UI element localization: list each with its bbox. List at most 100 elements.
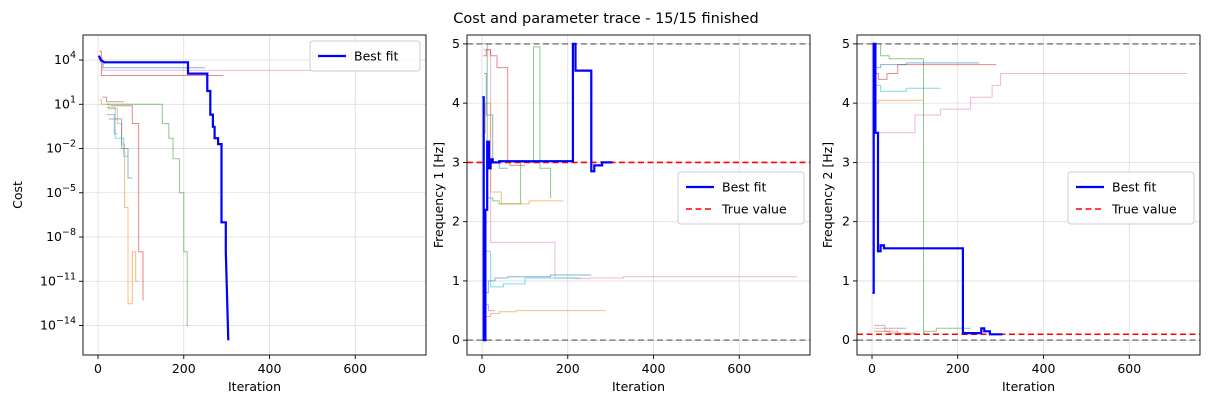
trace-line-6 (110, 105, 144, 301)
trace-line-8 (874, 324, 907, 329)
x-tick: 0 (868, 355, 876, 376)
y-tick: 10−2 (46, 139, 83, 156)
trace-line-10 (102, 96, 124, 103)
y-tick-label: 101 (54, 94, 76, 111)
trace-line-4 (483, 102, 564, 205)
best-fit-line (97, 55, 230, 341)
y-tick-label: 5 (842, 36, 850, 51)
y-tick: 0 (842, 332, 857, 347)
y-tick-label: 0 (842, 332, 850, 347)
x-tick-label: 400 (642, 361, 666, 376)
plot-area (467, 42, 810, 342)
trace-line-5 (106, 103, 188, 326)
figure-title: Cost and parameter trace - 15/15 finishe… (453, 11, 758, 27)
trace-line-8 (484, 73, 508, 169)
frequency-1-chart: 0 200 400 600 0 1 2 3 4 5 Iteration Frequency 1 [Hz… (431, 34, 811, 394)
trace-line-2 (483, 43, 552, 205)
trace-line-3 (873, 64, 997, 80)
trace-line-2 (873, 43, 971, 335)
x-tick-label: 600 (1117, 361, 1141, 376)
x-tick-label: 200 (946, 361, 970, 376)
x-tick: 600 (343, 355, 367, 376)
legend-box (309, 40, 421, 72)
legend: Best fit True value (1067, 171, 1195, 225)
y-tick-label: 5 (452, 36, 460, 51)
y-tick-label: 10−2 (46, 139, 76, 156)
x-tick-label: 0 (94, 361, 102, 376)
y-tick: 10−5 (46, 183, 83, 200)
x-tick-label: 0 (478, 361, 486, 376)
y-tick: 0 (452, 332, 467, 347)
y-axis-label: Cost (10, 181, 25, 209)
legend-label: Best fit (1112, 180, 1157, 195)
trace-line-9 (874, 330, 915, 334)
y-axis-label: Frequency 1 [Hz] (431, 142, 446, 248)
y-tick: 4 (452, 95, 467, 110)
x-tick: 400 (1032, 355, 1056, 376)
y-tick-label: 104 (54, 50, 76, 67)
trace-line-9 (106, 114, 118, 135)
x-axis-label: Iteration (228, 379, 281, 394)
plot-area (97, 50, 414, 341)
cost-chart: 0 200 400 600 104 101 10−2 10−5 10−8 10−11 10−14 It… (10, 34, 427, 394)
legend-label: True value (1111, 202, 1177, 217)
x-tick: 200 (172, 355, 196, 376)
legend: Best fit True value (677, 171, 805, 225)
y-tick: 101 (54, 94, 83, 111)
best-fit-line (872, 42, 1003, 336)
legend-label: Best fit (354, 49, 399, 64)
trace-line-6 (873, 62, 980, 69)
x-tick: 600 (727, 355, 751, 376)
x-tick: 0 (94, 355, 102, 376)
legend-label: True value (721, 202, 787, 217)
trace-line-7 (484, 250, 581, 288)
y-axis-label: Frequency 2 [Hz] (820, 142, 835, 248)
y-tick: 10−11 (40, 271, 83, 288)
legend-label: Best fit (722, 180, 767, 195)
y-tick: 5 (452, 36, 467, 51)
y-tick: 104 (54, 50, 83, 67)
x-tick-label: 400 (258, 361, 282, 376)
y-tick-label: 10−5 (46, 183, 76, 200)
y-tick-label: 3 (452, 154, 460, 169)
y-tick-label: 3 (842, 154, 850, 169)
y-tick-label: 10−11 (40, 271, 76, 288)
plot-area (857, 42, 1200, 341)
y-tick-label: 2 (842, 214, 850, 229)
trace-line-1 (873, 73, 1188, 134)
y-tick-label: 1 (452, 273, 460, 288)
x-tick: 200 (946, 355, 970, 376)
trace-line-4 (873, 99, 924, 104)
y-tick: 2 (452, 214, 467, 229)
x-tick: 600 (1117, 355, 1141, 376)
trace-line-8 (106, 107, 128, 157)
y-tick-label: 2 (452, 214, 460, 229)
x-axis-label: Iteration (1002, 379, 1055, 394)
y-tick: 3 (452, 154, 467, 169)
x-tick: 200 (556, 355, 580, 376)
y-tick-label: 4 (452, 95, 460, 110)
trace-line-1 (483, 49, 798, 280)
y-tick: 3 (842, 154, 857, 169)
y-tick: 4 (842, 95, 857, 110)
y-tick-label: 10−14 (40, 316, 76, 333)
trace-line-2 (99, 50, 224, 76)
axes-frame (856, 34, 1201, 356)
trace-line-6 (484, 274, 592, 294)
legend: Best fit (309, 40, 421, 72)
x-tick: 400 (642, 355, 666, 376)
y-tick-label: 4 (842, 95, 850, 110)
y-tick: 10−8 (46, 227, 83, 244)
y-tick: 2 (842, 214, 857, 229)
frequency-2-chart: 0 200 400 600 0 1 2 3 4 5 Iteration Frequency 2 [Hz… (820, 34, 1201, 394)
best-fit-line (482, 42, 613, 342)
y-tick: 10−14 (40, 316, 83, 333)
x-axis-label: Iteration (612, 379, 665, 394)
x-tick-label: 600 (727, 361, 751, 376)
y-tick-label: 1 (842, 273, 850, 288)
trace-line-5 (873, 84, 941, 92)
x-tick-label: 400 (1032, 361, 1056, 376)
y-tick-label: 0 (452, 332, 460, 347)
y-tick: 1 (452, 273, 467, 288)
